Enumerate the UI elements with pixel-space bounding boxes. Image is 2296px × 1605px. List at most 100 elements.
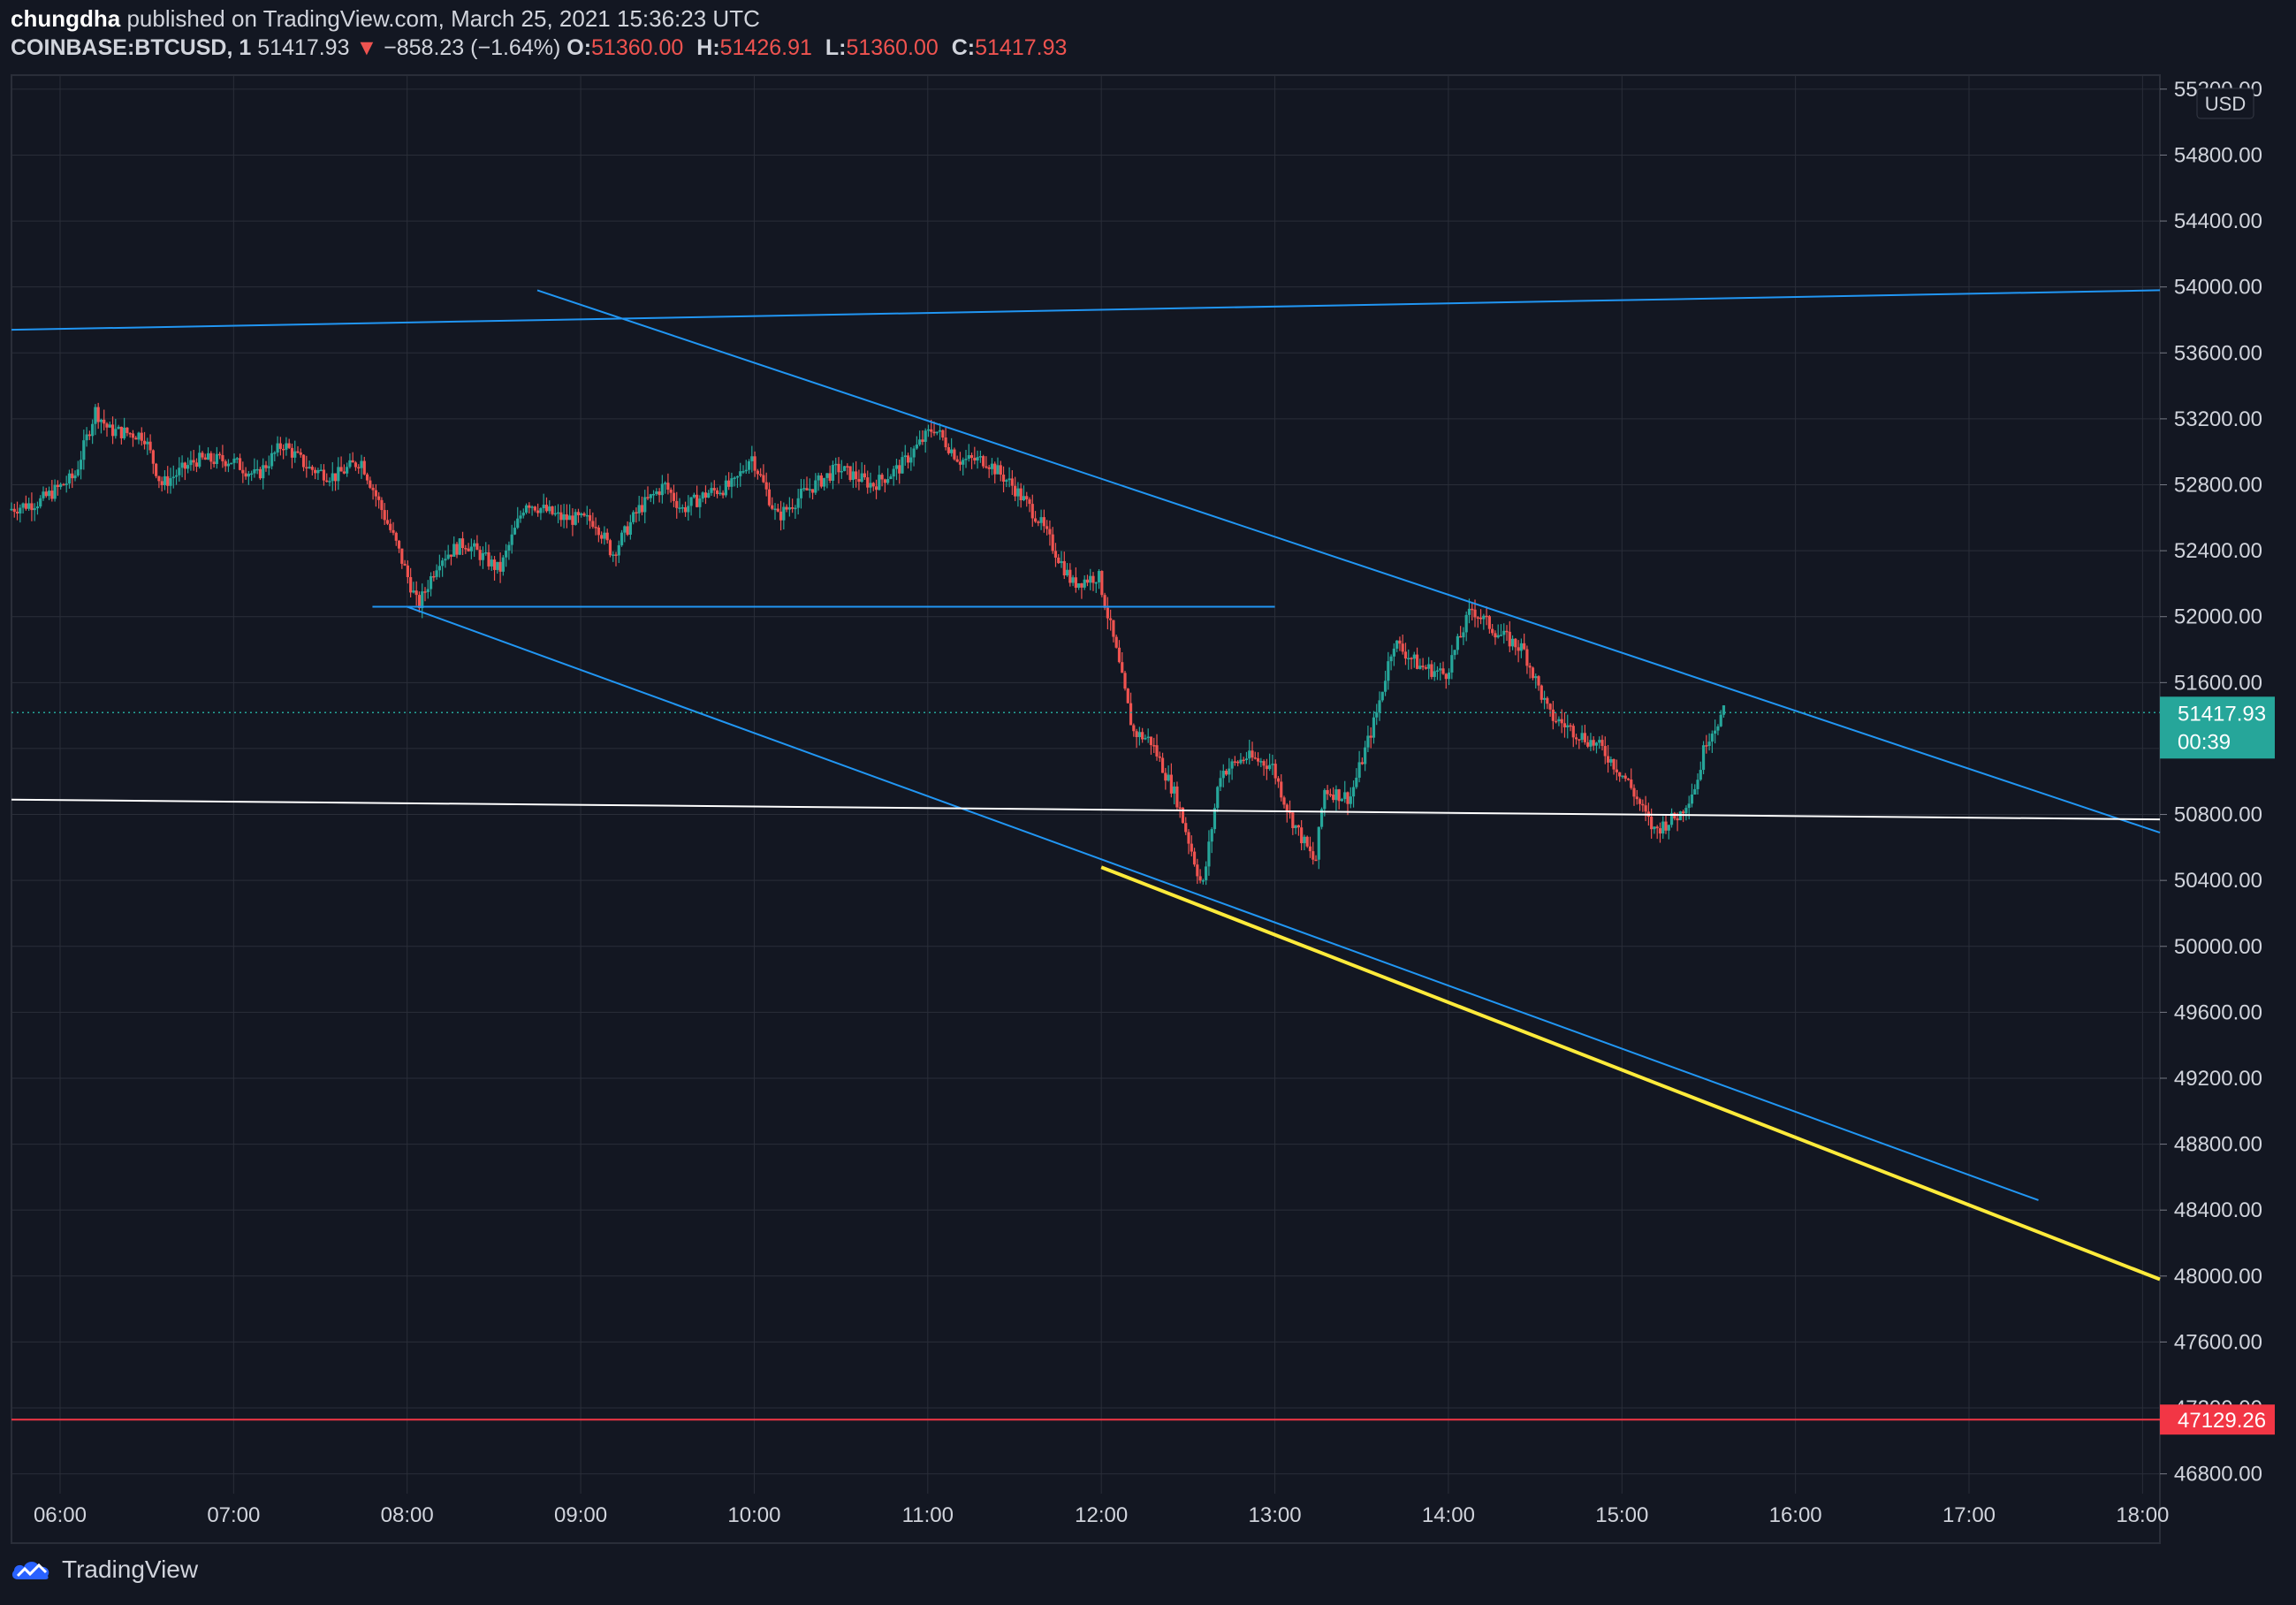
- candle: [203, 453, 207, 460]
- candle-body: [892, 468, 895, 477]
- candle: [730, 472, 734, 498]
- candle-body: [773, 508, 777, 511]
- candle-body: [1094, 582, 1098, 584]
- candle-body: [926, 429, 931, 431]
- candle: [603, 526, 606, 545]
- symbol-info-bar: COINBASE:BTCUSD, 1 51417.93 ▼ −858.23 (−…: [11, 35, 1067, 61]
- candle-body: [1149, 736, 1153, 746]
- candle: [756, 468, 759, 480]
- candle-body: [270, 453, 274, 467]
- candle-body: [1033, 518, 1038, 522]
- candle-body: [794, 507, 797, 510]
- candle: [1112, 620, 1115, 643]
- candle: [1508, 620, 1511, 652]
- candle: [1334, 785, 1338, 811]
- candle-body: [30, 503, 34, 511]
- candle-body: [1676, 818, 1679, 821]
- low-value: 51360.00: [846, 35, 939, 60]
- candle: [96, 402, 100, 430]
- candle-body: [724, 480, 727, 496]
- candle: [125, 427, 129, 437]
- candle: [782, 502, 786, 530]
- candle: [346, 462, 349, 477]
- published-text: published on TradingView.com, March 25, …: [126, 5, 760, 32]
- candle: [1271, 754, 1274, 775]
- marked-level-badge-value: 47129.26: [2178, 1409, 2266, 1433]
- candle-body: [103, 419, 106, 424]
- candle-body: [924, 430, 927, 442]
- candle: [530, 505, 534, 516]
- candle: [394, 531, 398, 546]
- candle-body: [1132, 725, 1136, 732]
- candle: [435, 564, 438, 580]
- candle-body: [1395, 640, 1399, 649]
- time-tick-label: 10:00: [727, 1503, 780, 1527]
- candle: [794, 505, 797, 519]
- candle: [1609, 756, 1613, 766]
- candle-body: [1167, 774, 1170, 781]
- candle: [189, 451, 193, 471]
- candle-body: [27, 503, 31, 509]
- candle: [1305, 835, 1309, 848]
- marked-level-badge-box: [2160, 1404, 2275, 1435]
- candle: [1653, 826, 1656, 834]
- candle: [651, 490, 656, 505]
- price-tick-label: 48400.00: [2174, 1198, 2262, 1222]
- candle-body: [273, 453, 277, 454]
- candle: [1080, 582, 1083, 599]
- candle: [232, 453, 236, 470]
- candle-body: [1074, 577, 1077, 588]
- candle: [1048, 520, 1052, 546]
- candle: [174, 469, 179, 485]
- candle: [848, 466, 852, 483]
- candle-body: [730, 478, 734, 487]
- candle: [1447, 668, 1451, 686]
- candle: [1514, 637, 1517, 656]
- candle: [1057, 553, 1061, 564]
- candle: [1453, 650, 1456, 660]
- time-tick-label: 09:00: [554, 1503, 607, 1527]
- candle-body: [707, 492, 711, 498]
- candle: [35, 501, 40, 515]
- candle: [507, 541, 511, 560]
- candle-body: [160, 481, 163, 486]
- candle-body: [163, 475, 167, 486]
- tradingview-logo[interactable]: TradingView: [11, 1556, 198, 1584]
- candle: [71, 468, 74, 489]
- candle-body: [232, 458, 236, 463]
- candle: [802, 479, 806, 492]
- candle-body: [585, 514, 589, 517]
- candle-body: [1228, 768, 1231, 775]
- candle: [1239, 753, 1243, 765]
- candle-body: [744, 469, 748, 472]
- candle: [148, 434, 152, 453]
- candle-body: [142, 440, 147, 445]
- candle: [710, 482, 713, 496]
- candle: [785, 504, 788, 513]
- candle: [886, 468, 890, 485]
- author-name[interactable]: chungdha: [11, 5, 121, 32]
- candle-body: [140, 432, 143, 441]
- candle: [1531, 666, 1535, 681]
- candle-body: [1707, 742, 1711, 746]
- candle: [1007, 467, 1011, 488]
- candle: [912, 445, 916, 467]
- symbol-label[interactable]: COINBASE:BTCUSD, 1: [11, 35, 252, 60]
- candle-body: [935, 431, 939, 434]
- candle-body: [421, 591, 424, 609]
- candle: [1129, 692, 1133, 726]
- candle: [1268, 753, 1272, 772]
- candle-body: [1160, 757, 1165, 773]
- candle: [337, 457, 340, 491]
- candle: [452, 536, 456, 557]
- candle: [698, 495, 702, 519]
- candle-body: [65, 483, 68, 485]
- candle-body: [1106, 607, 1109, 619]
- candle-body: [553, 513, 557, 515]
- candle: [1439, 662, 1442, 681]
- candle-body: [226, 463, 231, 467]
- candle: [747, 459, 751, 475]
- candle: [1491, 623, 1494, 636]
- candle-body: [831, 465, 835, 481]
